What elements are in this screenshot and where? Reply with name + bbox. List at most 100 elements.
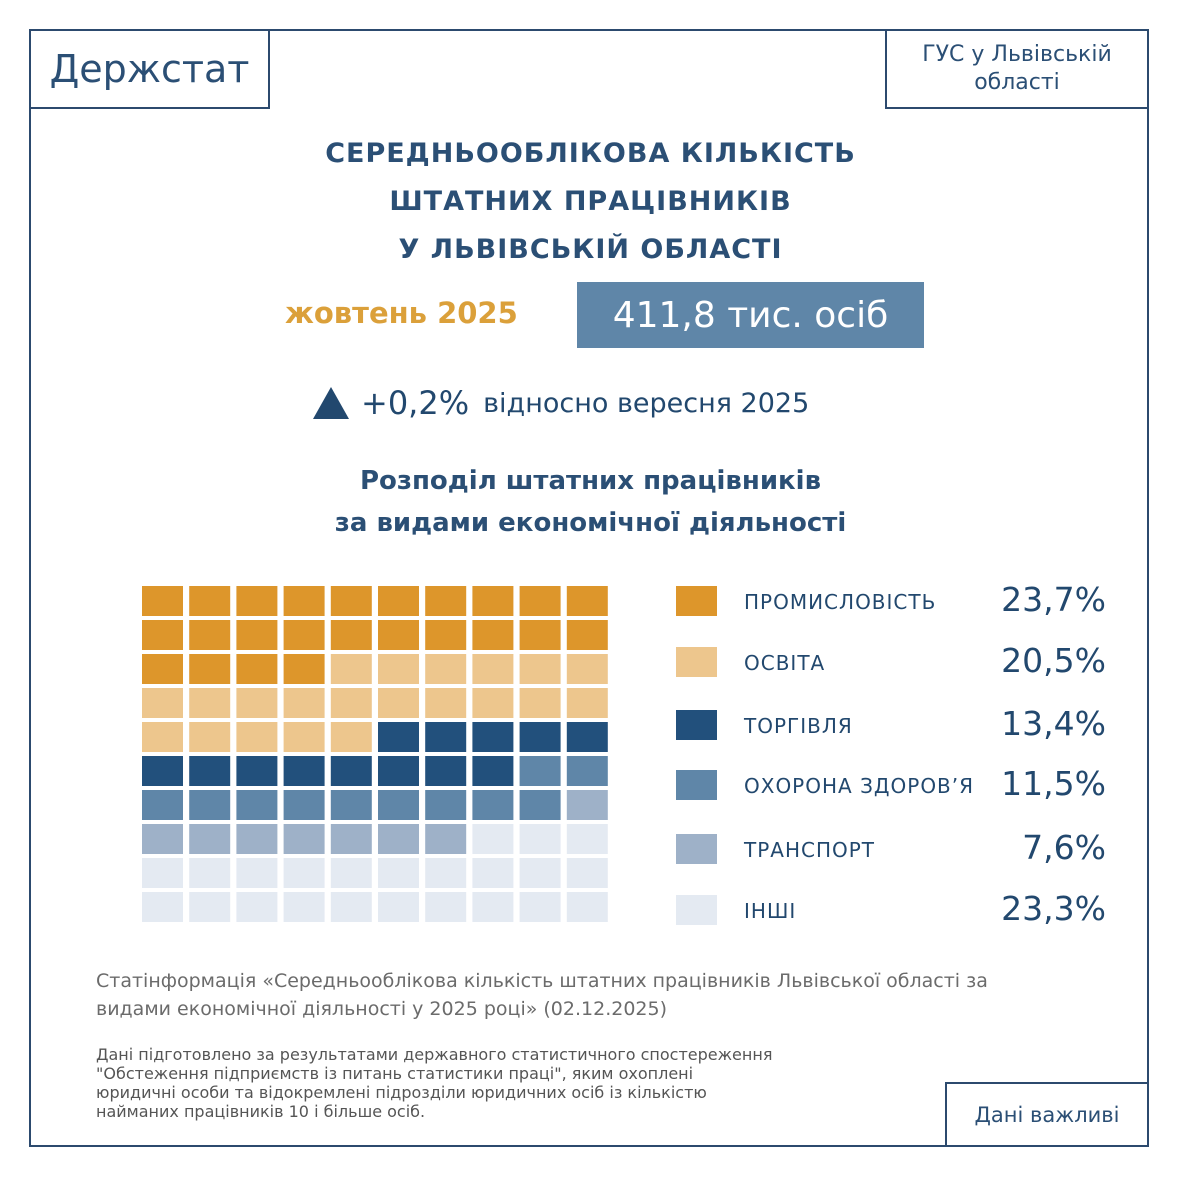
waffle-cell (189, 892, 231, 922)
waffle-cell (519, 790, 561, 820)
waffle-cell (330, 756, 372, 786)
chart-subtitle: Розподіл штатних працівників за видами е… (0, 460, 1181, 544)
waffle-cell (472, 586, 514, 616)
total-value-badge: 411,8 тис. осіб (577, 282, 924, 348)
waffle-cell (472, 790, 514, 820)
methodology-note: Дані підготовлено за результатами держав… (96, 1045, 773, 1121)
waffle-cell (189, 620, 231, 650)
waffle-cell (142, 620, 183, 650)
waffle-cell (236, 824, 278, 854)
legend-item: ТОРГІВЛЯ 13,4% (676, 704, 1116, 743)
waffle-cell (330, 654, 372, 684)
waffle-cell (330, 586, 372, 616)
waffle-cell (519, 824, 561, 854)
legend-value: 23,3% (1001, 889, 1106, 928)
waffle-cell (330, 892, 372, 922)
waffle-cell (425, 858, 467, 888)
waffle-cell (425, 620, 467, 650)
waffle-cell (472, 722, 514, 752)
legend-value: 23,7% (1001, 580, 1106, 619)
waffle-cell (283, 586, 325, 616)
waffle-cell (236, 756, 278, 786)
triangle-up-icon (313, 387, 349, 419)
waffle-cell (378, 688, 419, 718)
waffle-cell (519, 586, 561, 616)
waffle-cell (378, 824, 419, 854)
waffle-cell (283, 892, 325, 922)
waffle-cell (425, 790, 467, 820)
legend-label: ОСВІТА (744, 651, 826, 675)
waffle-cell (142, 586, 183, 616)
waffle-cell (472, 892, 514, 922)
legend-label: ТОРГІВЛЯ (744, 714, 853, 738)
legend-label: ПРОМИСЛОВІСТЬ (744, 590, 937, 614)
waffle-cell (142, 688, 183, 718)
waffle-cell (472, 858, 514, 888)
waffle-cell (378, 620, 419, 650)
legend-swatch (676, 710, 717, 740)
waffle-cell (189, 654, 231, 684)
waffle-cell (189, 858, 231, 888)
waffle-cell (142, 858, 183, 888)
waffle-cell (472, 824, 514, 854)
waffle-cell (378, 586, 419, 616)
waffle-cell (519, 688, 561, 718)
legend-label: ОХОРОНА ЗДОРОВ’Я (744, 774, 975, 798)
waffle-cell (378, 654, 419, 684)
waffle-cell (519, 858, 561, 888)
waffle-cell (566, 722, 608, 752)
waffle-cell (519, 722, 561, 752)
waffle-cell (283, 722, 325, 752)
legend-value: 11,5% (1001, 764, 1106, 803)
legend-swatch (676, 770, 717, 800)
legend-value: 13,4% (1001, 704, 1106, 743)
waffle-cell (425, 892, 467, 922)
waffle-cell (283, 790, 325, 820)
waffle-cell (519, 892, 561, 922)
waffle-cell (330, 824, 372, 854)
waffle-cell (330, 620, 372, 650)
waffle-cell (236, 892, 278, 922)
waffle-cell (566, 620, 608, 650)
waffle-cell (425, 654, 467, 684)
waffle-cell (425, 722, 467, 752)
waffle-cell (189, 586, 231, 616)
waffle-cell (236, 654, 278, 684)
waffle-cell (283, 756, 325, 786)
waffle-cell (378, 756, 419, 786)
waffle-cell (189, 722, 231, 752)
change-value: +0,2% (361, 384, 470, 422)
period-label: жовтень 2025 (285, 296, 518, 330)
waffle-cell (236, 722, 278, 752)
waffle-cell (142, 892, 183, 922)
legend-item: ТРАНСПОРТ 7,6% (676, 828, 1116, 867)
waffle-cell (519, 654, 561, 684)
waffle-cell (566, 824, 608, 854)
waffle-cell (425, 688, 467, 718)
waffle-cell (283, 688, 325, 718)
waffle-cell (519, 756, 561, 786)
waffle-cell (378, 722, 419, 752)
waffle-cell (378, 790, 419, 820)
waffle-cell (142, 824, 183, 854)
waffle-cell (519, 620, 561, 650)
waffle-cell (330, 858, 372, 888)
waffle-cell (472, 654, 514, 684)
office-name: ГУС у Львівській області (885, 29, 1149, 109)
legend-swatch (676, 895, 717, 925)
waffle-cell (236, 790, 278, 820)
waffle-cell (142, 654, 183, 684)
waffle-cell (283, 620, 325, 650)
legend-label: ТРАНСПОРТ (744, 838, 876, 862)
title-line: СЕРЕДНЬООБЛІКОВА КІЛЬКІСТЬ (325, 138, 856, 169)
waffle-cell (566, 688, 608, 718)
waffle-cell (566, 858, 608, 888)
waffle-cell (330, 722, 372, 752)
legend-item: ПРОМИСЛОВІСТЬ 23,7% (676, 580, 1116, 619)
source-text: Статінформація «Середньооблікова кількіс… (96, 970, 988, 1020)
legend-swatch (676, 586, 717, 616)
waffle-cell (189, 824, 231, 854)
legend-item: ОХОРОНА ЗДОРОВ’Я 11,5% (676, 764, 1116, 803)
waffle-cell (472, 620, 514, 650)
waffle-cell (236, 586, 278, 616)
